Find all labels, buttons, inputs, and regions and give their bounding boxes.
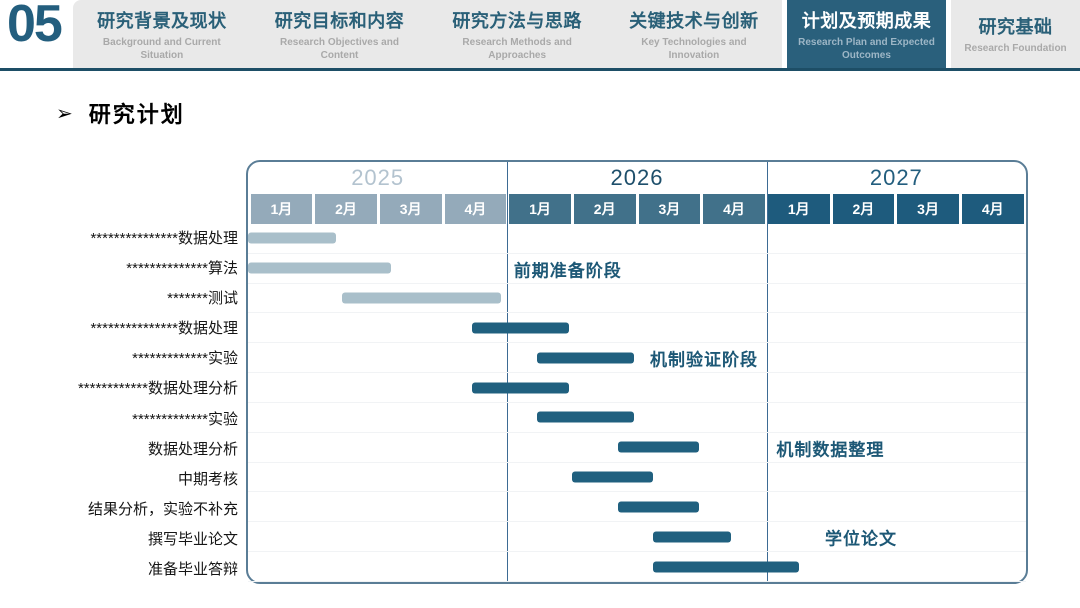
task-label-9: 结果分析，实验不补充 (87, 500, 238, 518)
header-divider-line (0, 68, 1080, 71)
phase-annotation-2: 机制数据整理 (776, 440, 885, 460)
tab-subtitle-en: Research Foundation (964, 43, 1067, 54)
section-heading: ➢ 研究计划 (56, 97, 185, 129)
task-label-4: *************实验 (132, 350, 238, 368)
gantt-bar-10 (653, 531, 731, 543)
gantt-bar-7 (617, 441, 699, 453)
task-label-10: 撰写毕业论文 (147, 531, 238, 549)
gantt-bar-2 (342, 292, 501, 304)
tab-plan-outcomes-active[interactable]: 计划及预期成果 Research Plan and Expected Outco… (781, 0, 952, 68)
gantt-row-4 (248, 343, 1026, 374)
gantt-row-0 (248, 224, 1026, 254)
phase-annotation-1: 机制验证阶段 (649, 350, 758, 370)
month-header-2026-3: 3月 (638, 194, 701, 224)
page-title: 研究计划 (88, 102, 185, 127)
year-header-2026: 2026 (610, 165, 664, 190)
arrow-bullet-icon: ➢ (56, 102, 73, 125)
task-label-3: ***************数据处理 (90, 320, 238, 338)
year-header-2025: 2025 (351, 165, 405, 190)
gantt-bar-3 (471, 322, 569, 334)
month-header-2025-2: 2月 (315, 194, 377, 224)
tab-methods-approaches[interactable]: 研究方法与思路 Research Methods and Approaches (428, 0, 607, 68)
gantt-row-6 (248, 403, 1026, 433)
tab-subtitle-en: Research Objectives and Content (280, 36, 399, 61)
tab-subtitle-en: Research Plan and Expected Outcomes (798, 36, 935, 61)
gantt-bar-6 (536, 411, 634, 423)
month-header-2027-1: 1月 (767, 194, 830, 224)
tab-key-technologies[interactable]: 关键技术与创新 Key Technologies and Innovation (606, 0, 782, 68)
top-nav-bar: 05 研究背景及现状 Background and Current Situat… (0, 0, 1080, 68)
slide-number: 05 (7, 0, 63, 53)
task-label-2: *******测试 (167, 289, 238, 307)
phase-annotation-0: 前期准备阶段 (513, 261, 622, 281)
gantt-row-10 (248, 522, 1026, 553)
task-label-8: 中期考核 (177, 470, 238, 488)
year-divider-2026-2027 (766, 162, 768, 582)
gantt-bar-8 (572, 471, 654, 483)
month-header-2027-3: 3月 (897, 194, 959, 224)
gantt-row-1 (248, 254, 1026, 284)
gantt-row-8 (248, 463, 1026, 493)
month-header-2026-2: 2月 (573, 194, 636, 224)
month-header-2026-1: 1月 (509, 194, 571, 224)
year-divider-2025-2026 (507, 162, 509, 582)
tab-subtitle-en: Key Technologies and Innovation (641, 36, 747, 61)
month-header-2025-3: 3月 (379, 194, 442, 224)
nav-tabs: 研究背景及现状 Background and Current Situation… (73, 0, 1080, 68)
tab-title-zh: 研究背景及现状 (97, 10, 227, 31)
gantt-row-7 (248, 433, 1026, 463)
gantt-bar-5 (471, 382, 569, 394)
gantt-bar-4 (536, 352, 634, 364)
gantt-bar-11 (653, 561, 800, 573)
task-label-1: **************算法 (126, 259, 238, 277)
tab-title-zh: 研究基础 (978, 17, 1053, 37)
task-label-11: 准备毕业答辩 (147, 561, 238, 579)
gantt-row-2 (248, 284, 1026, 314)
task-label-6: *************实验 (132, 410, 238, 428)
tab-objectives-content[interactable]: 研究目标和内容 Research Objectives and Content (250, 0, 429, 68)
month-header-2027-2: 2月 (832, 194, 895, 224)
gantt-bar-9 (617, 501, 699, 513)
gantt-bar-1 (248, 262, 391, 274)
tab-title-zh: 计划及预期成果 (801, 10, 932, 31)
gantt-rows: 前期准备阶段机制验证阶段机制数据整理学位论文 (248, 224, 1026, 582)
gantt-row-5 (248, 373, 1026, 403)
tab-title-zh: 研究方法与思路 (452, 10, 582, 31)
gantt-row-3 (248, 313, 1026, 344)
task-label-5: ************数据处理分析 (77, 380, 238, 398)
month-header-2027-4: 4月 (961, 194, 1024, 224)
month-header-2026-4: 4月 (703, 194, 765, 224)
gantt-task-labels: ***************数据处理 **************算法 *****… (0, 222, 238, 584)
task-label-7: 数据处理分析 (147, 440, 238, 458)
gantt-row-11 (248, 552, 1026, 582)
month-header-2025-1: 1月 (250, 194, 313, 224)
year-header-2027: 2027 (869, 165, 923, 190)
tab-background-situation[interactable]: 研究背景及现状 Background and Current Situation (73, 0, 251, 68)
gantt-bar-0 (248, 232, 336, 244)
gantt-month-row: 1月 2月 3月 4月 1月 2月 3月 4月 1月 2月 3月 4月 (248, 194, 1026, 224)
tab-research-foundation[interactable]: 研究基础 Research Foundation (951, 0, 1080, 68)
phase-annotation-3: 学位论文 (825, 529, 898, 549)
tab-subtitle-en: Background and Current Situation (102, 36, 221, 61)
tab-title-zh: 关键技术与创新 (629, 10, 759, 31)
gantt-chart: 2025 2026 2027 1月 2月 3月 4月 1月 2月 3月 4月 1月 2月 3月 4月 前期… (246, 160, 1028, 584)
tab-title-zh: 研究目标和内容 (274, 10, 405, 31)
task-label-0: ***************数据处理 (90, 229, 238, 247)
tab-subtitle-en: Research Methods and Approaches (462, 36, 572, 61)
gantt-year-row: 2025 2026 2027 (248, 162, 1026, 194)
gantt-row-9 (248, 492, 1026, 523)
month-header-2025-4: 4月 (444, 194, 507, 224)
